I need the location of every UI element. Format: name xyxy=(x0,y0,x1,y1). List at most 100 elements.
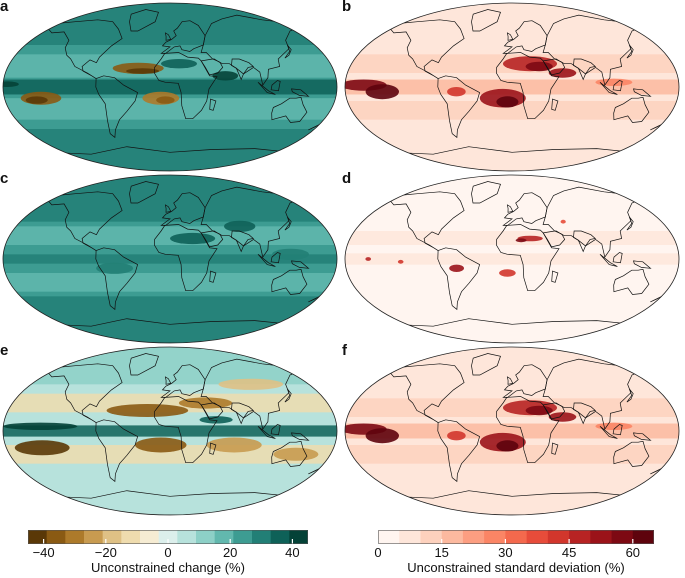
map-frame xyxy=(344,346,680,516)
coastline-europe xyxy=(160,192,206,226)
coastline-uk xyxy=(164,204,172,213)
map-panel-a: a xyxy=(0,0,340,172)
field-anomaly-6 xyxy=(3,81,19,87)
map-c xyxy=(2,174,338,344)
swatch-7 xyxy=(158,530,178,544)
swatch-0 xyxy=(28,530,48,544)
swatch-10 xyxy=(214,530,234,544)
coastline-australia xyxy=(271,268,308,295)
colorbar-std-title: Unconstrained standard deviation (%) xyxy=(407,560,625,575)
field-anomaly-2 xyxy=(14,440,70,456)
map-frame xyxy=(2,346,338,516)
map-panel-c: c xyxy=(0,170,340,344)
field-band-4 xyxy=(3,98,337,120)
field-anomaly-6 xyxy=(560,219,566,224)
map-b xyxy=(344,2,680,172)
coastline-south-america xyxy=(95,419,139,483)
coastline-indonesia xyxy=(257,426,276,439)
coastline-south-america xyxy=(437,419,481,483)
coastline-antarctica xyxy=(48,490,293,515)
coastline-europe xyxy=(160,20,206,54)
coastline-india xyxy=(231,402,255,425)
swatch-3 xyxy=(441,530,464,544)
coastline-uk xyxy=(164,376,172,385)
swatch-1 xyxy=(46,530,66,544)
coastline-uk xyxy=(506,204,514,213)
field-anomaly-7 xyxy=(447,431,466,441)
tick-label-0: −40 xyxy=(32,545,55,560)
coastline-indonesia xyxy=(257,254,276,267)
field-anomaly-7 xyxy=(447,87,466,97)
tick-label-1: 15 xyxy=(434,545,449,560)
panel-label-f: f xyxy=(342,342,347,359)
tick-label-3: 45 xyxy=(561,545,577,560)
coastline-new-guinea xyxy=(291,260,310,269)
coastline-africa xyxy=(154,224,218,292)
coastline-south-america xyxy=(95,75,139,139)
field-anomaly-5 xyxy=(156,96,175,104)
field-layer xyxy=(345,3,679,171)
panel-label-c: c xyxy=(0,170,9,187)
coastline-antarctica xyxy=(48,318,293,343)
swatch-4 xyxy=(462,530,485,544)
field-anomaly-1 xyxy=(178,397,233,409)
coastline-new-guinea xyxy=(291,432,310,441)
map-frame xyxy=(2,174,338,344)
field-layer xyxy=(3,347,337,515)
coastline-indonesia xyxy=(599,82,618,95)
coastline-north-america xyxy=(389,363,465,423)
coastline-australia xyxy=(271,96,308,123)
swatch-6 xyxy=(140,530,160,544)
swatch-8 xyxy=(177,530,197,544)
tick-label-0: 0 xyxy=(374,545,382,560)
coastlines xyxy=(389,9,666,171)
field-band-4 xyxy=(3,273,337,292)
coastline-indonesia xyxy=(257,82,276,95)
field-band-0 xyxy=(3,175,337,222)
colorbar-change: −40 −20 0 20 40 Unconstrained change (%) xyxy=(28,530,308,576)
field-band-1 xyxy=(3,296,337,343)
map-e xyxy=(2,346,338,516)
swatch-14 xyxy=(289,530,308,544)
swatch-11 xyxy=(233,530,253,544)
field-anomaly-5 xyxy=(397,259,404,264)
field-anomaly-2 xyxy=(96,262,134,274)
coastline-japan xyxy=(284,216,292,231)
coastline-antarctica xyxy=(48,146,293,171)
colorbar-border xyxy=(28,530,308,544)
coastline-arabia xyxy=(542,402,566,420)
coastline-antarctica xyxy=(390,318,635,343)
coastline-madagascar xyxy=(551,442,559,455)
field-anomaly-2 xyxy=(499,269,516,277)
field-anomaly-5 xyxy=(525,405,553,416)
swatch-5 xyxy=(484,530,506,544)
coastline-japan xyxy=(284,44,292,59)
field-band-1 xyxy=(345,231,679,245)
coastline-south-america xyxy=(95,247,139,311)
coastlines xyxy=(47,181,324,343)
field-band-3 xyxy=(3,393,337,413)
map-frame xyxy=(2,2,338,172)
map-panel-d: d xyxy=(342,170,682,344)
field-anomaly-1 xyxy=(224,220,256,232)
swatch-1 xyxy=(399,530,421,544)
coastline-south-america xyxy=(437,75,481,139)
coastline-arabia xyxy=(200,402,224,420)
coastline-arabia xyxy=(200,230,224,248)
coastline-japan xyxy=(626,216,634,231)
coastline-africa xyxy=(154,396,218,464)
coastline-europe xyxy=(160,364,206,398)
coastline-greenland xyxy=(129,353,159,376)
coastline-borneo xyxy=(612,80,623,92)
coastline-new-guinea xyxy=(633,260,652,269)
panel-label-e: e xyxy=(0,342,9,359)
map-frame xyxy=(344,2,680,172)
map-frame xyxy=(344,174,680,344)
field-anomaly-1 xyxy=(515,238,527,243)
coastline-europe xyxy=(502,364,548,398)
map-panel-e: e xyxy=(0,342,340,516)
field-band-0 xyxy=(345,423,679,439)
coastline-japan xyxy=(284,388,292,403)
coastline-europe xyxy=(502,20,548,54)
field-anomaly-0 xyxy=(106,404,189,417)
